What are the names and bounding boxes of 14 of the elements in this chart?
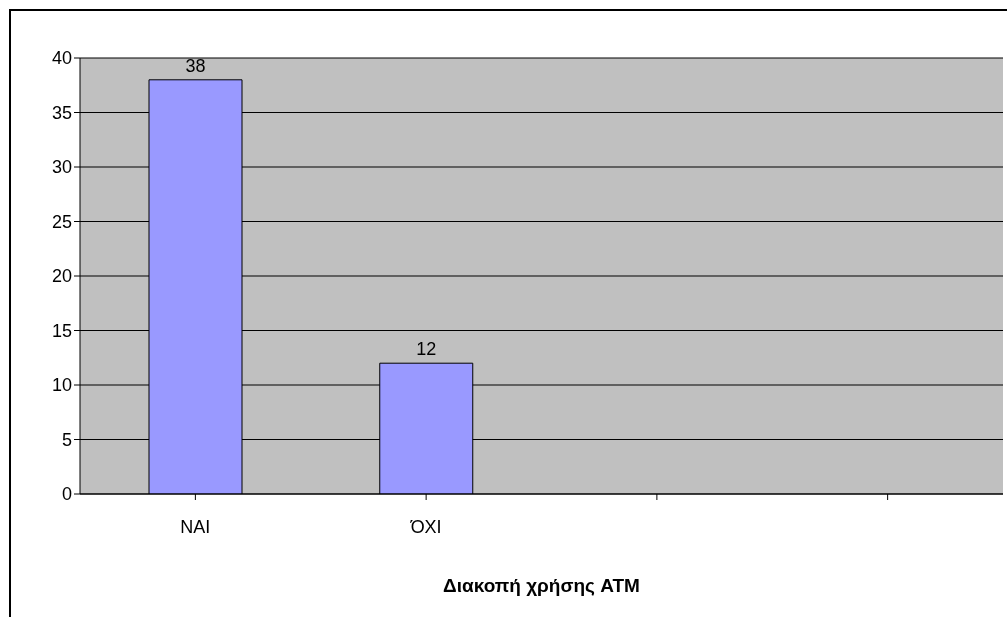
y-tick-label: 5 <box>61 429 72 450</box>
data-label: 38 <box>185 55 206 76</box>
y-tick-label: 10 <box>51 375 72 396</box>
x-tick-label: ΌΧΙ <box>409 516 442 537</box>
y-tick-label: 25 <box>51 211 72 232</box>
y-tick-label: 35 <box>51 102 72 123</box>
y-tick-label: 20 <box>51 266 72 287</box>
x-axis-title: Διακοπή χρήσης ATM <box>443 575 640 596</box>
y-tick-label: 15 <box>51 320 72 341</box>
y-tick-label: 40 <box>51 48 72 69</box>
data-label: 12 <box>416 339 437 360</box>
x-tick-label: NAI <box>180 516 211 537</box>
y-tick-label: 30 <box>51 157 72 178</box>
y-tick-label: 0 <box>61 484 72 505</box>
